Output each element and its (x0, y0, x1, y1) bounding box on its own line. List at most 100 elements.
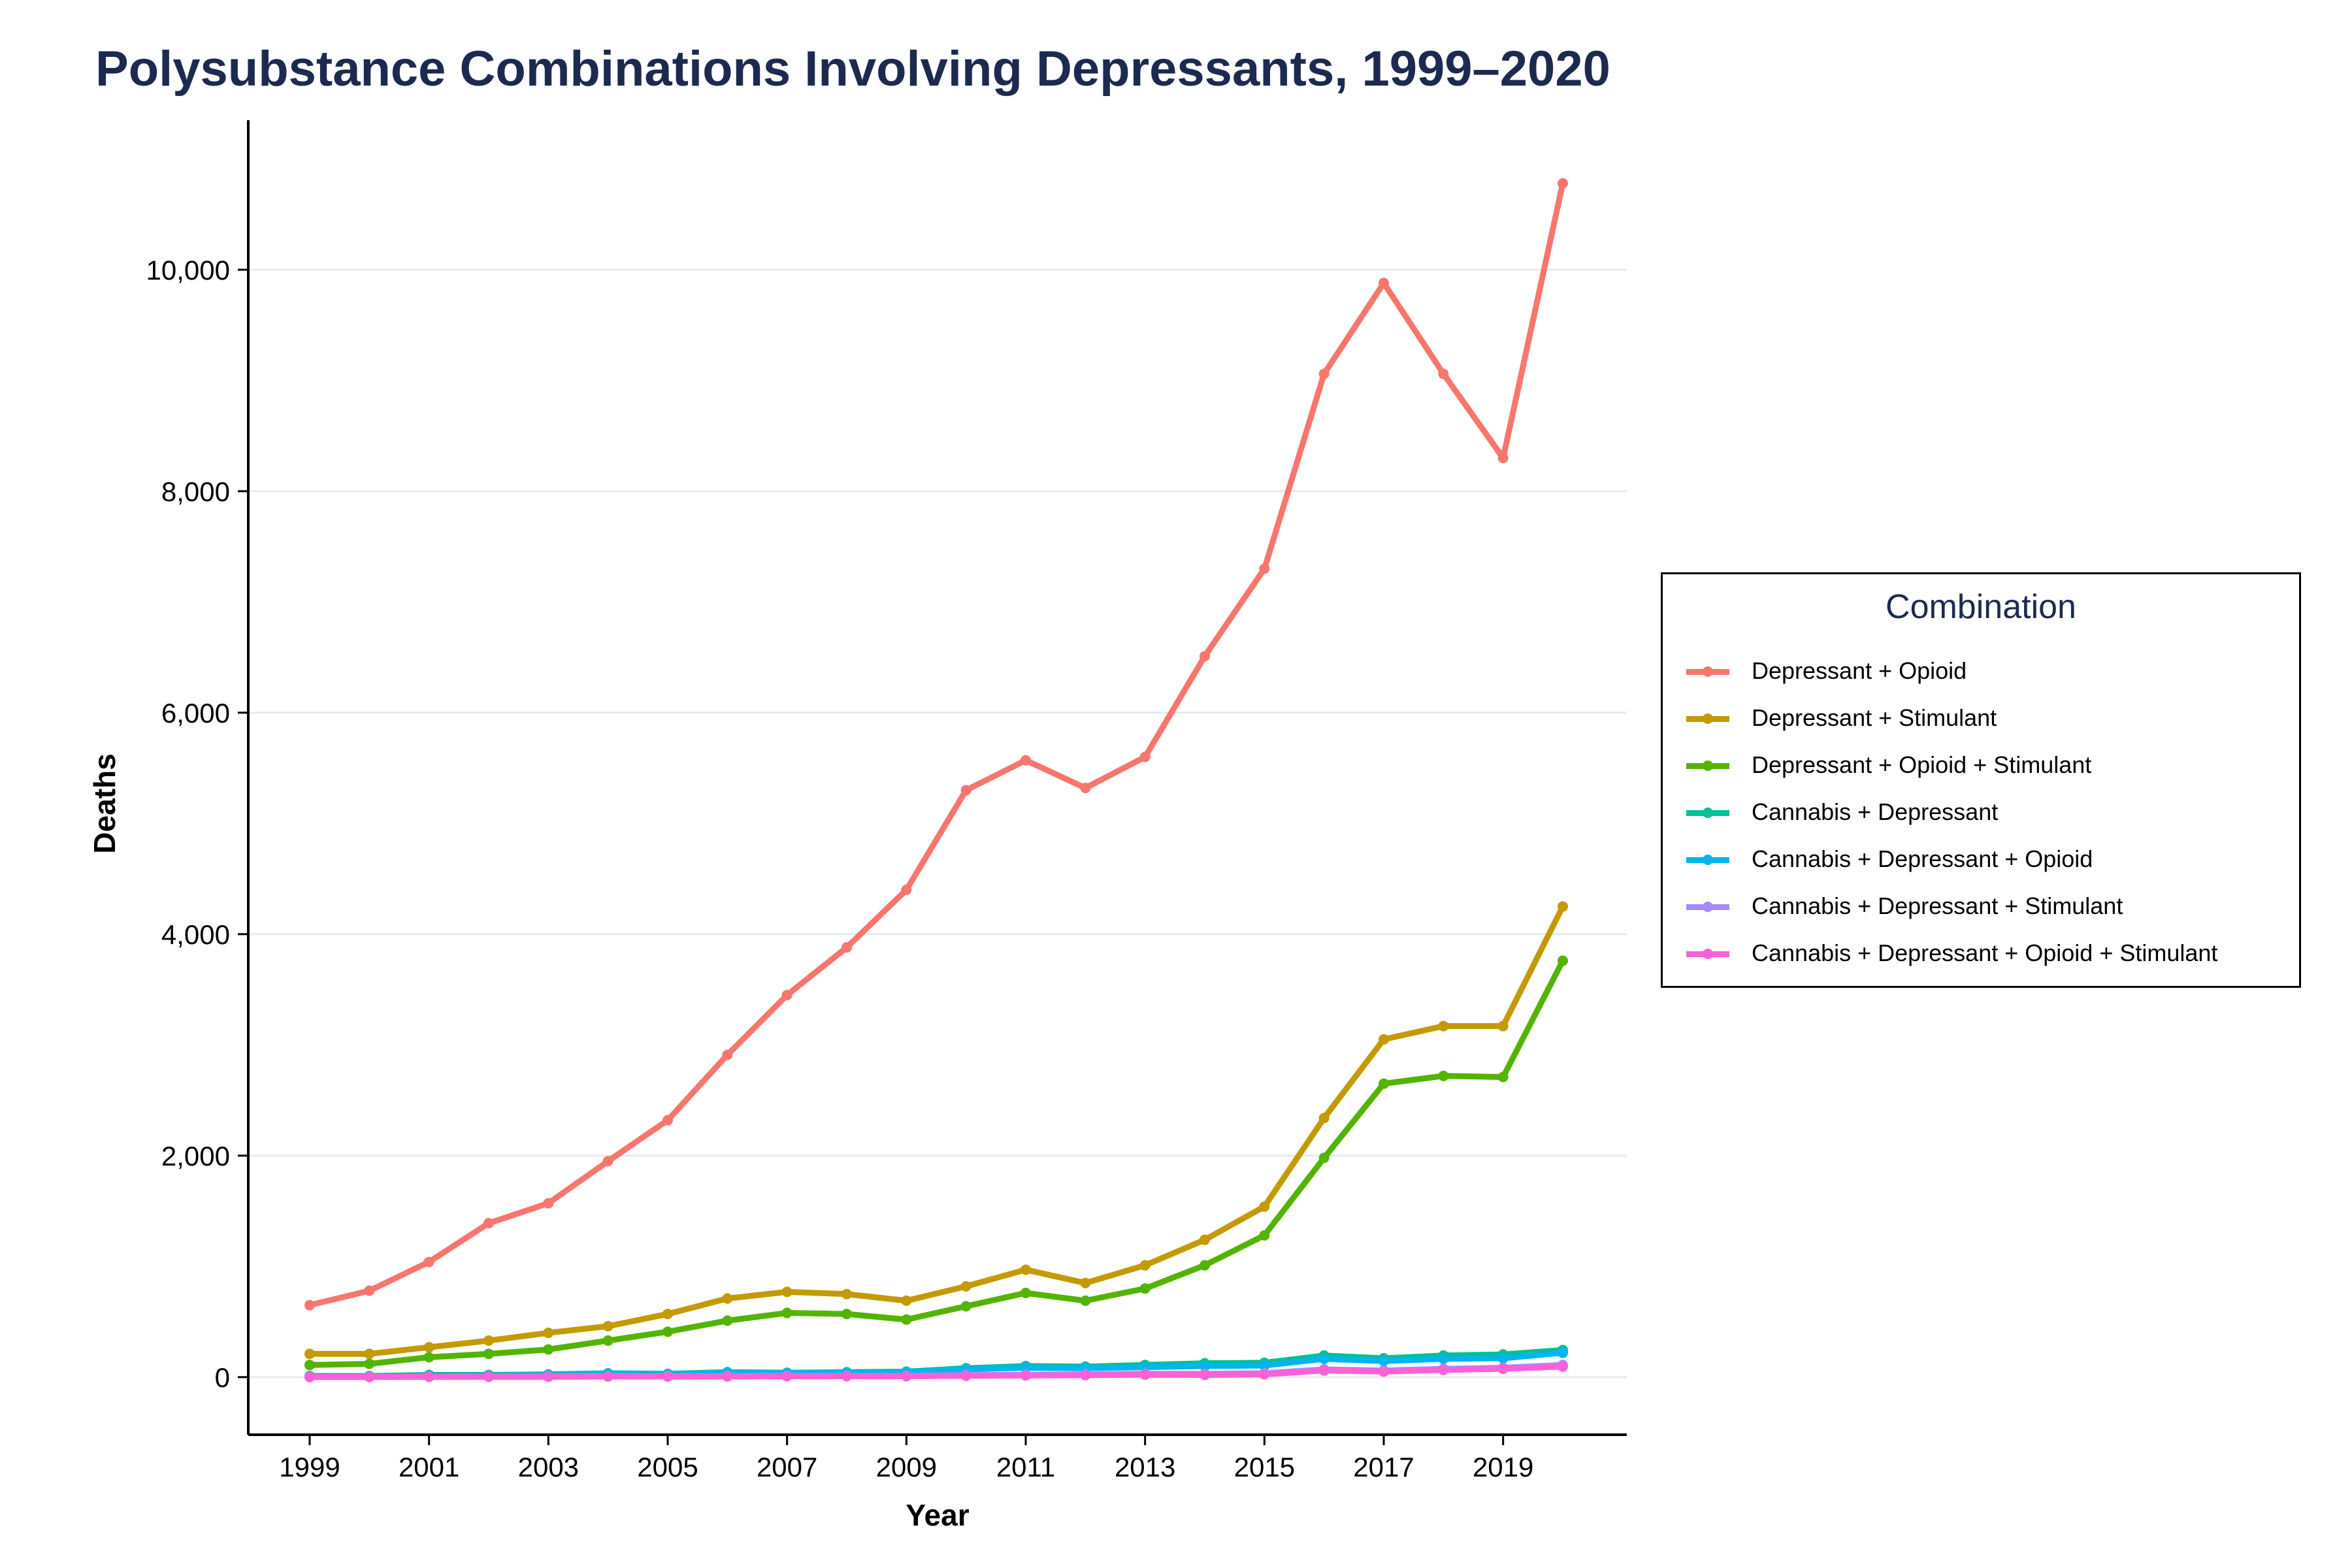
data-point (483, 1335, 494, 1346)
legend-item: Cannabis + Depressant + Opioid (1682, 840, 2093, 879)
data-point (1497, 452, 1509, 463)
data-point (1318, 1152, 1330, 1164)
legend-item: Depressant + Opioid + Stimulant (1682, 745, 2091, 785)
data-point (1438, 368, 1449, 380)
legend-swatch-dot (1703, 760, 1713, 771)
data-point (483, 1371, 494, 1382)
x-tick-label: 2001 (399, 1452, 459, 1482)
data-point (1558, 178, 1568, 189)
data-point (1080, 1277, 1091, 1288)
data-point (364, 1348, 375, 1360)
data-point (1200, 1234, 1210, 1245)
data-point (1021, 1370, 1031, 1381)
data-point (364, 1285, 375, 1296)
legend-swatch-dot (1703, 949, 1713, 959)
data-point (960, 1370, 972, 1381)
data-point (304, 1299, 315, 1311)
legend-label: Cannabis + Depressant + Opioid + Stimula… (1752, 939, 2218, 966)
data-point (662, 1115, 673, 1126)
data-point (901, 1314, 912, 1325)
series-line (306, 903, 1566, 1357)
x-axis-title: Year (906, 1498, 969, 1532)
data-point (1259, 1201, 1270, 1212)
data-point (662, 1326, 673, 1337)
data-point (543, 1328, 554, 1339)
data-point (722, 1293, 733, 1304)
data-point (1200, 1260, 1210, 1271)
y-tick-label: 2,000 (161, 1141, 230, 1171)
x-tick-label: 2003 (518, 1452, 579, 1482)
data-point (602, 1320, 613, 1331)
legend-title: Combination (1886, 588, 2076, 626)
data-point (1200, 1360, 1210, 1371)
data-point (901, 1295, 912, 1306)
data-point (841, 942, 852, 953)
data-point (602, 1371, 613, 1382)
data-point (1200, 1369, 1210, 1380)
series-line (306, 180, 1566, 1309)
legend-swatch (1682, 792, 1733, 832)
data-point (483, 1218, 494, 1229)
gridlines (248, 269, 1627, 1379)
data-point (483, 1348, 494, 1360)
data-point (304, 1348, 315, 1360)
axis-ticks: 0 2,000 4,000 6,000 8,000 10,000 1999 2001 2003 2… (146, 255, 1534, 1482)
legend-label: Cannabis + Depressant (1752, 798, 1999, 825)
data-point (304, 1360, 315, 1371)
legend-item: Depressant + Stimulant (1682, 698, 1997, 738)
data-point (901, 885, 912, 896)
data-point (722, 1049, 733, 1060)
legend-swatch (1682, 934, 1733, 973)
legend: Combination Depressant + Opioid Depressan… (1661, 572, 2301, 988)
y-tick-label: 6,000 (161, 698, 230, 728)
data-point (1558, 1361, 1568, 1372)
legend-label: Depressant + Opioid + Stimulant (1752, 751, 2092, 778)
data-point (1438, 1021, 1449, 1032)
x-tick-label: 2019 (1473, 1452, 1533, 1482)
series-2 (304, 901, 1568, 1360)
data-point (1259, 1360, 1270, 1371)
x-tick-label: 2015 (1234, 1452, 1295, 1482)
data-point (1438, 1070, 1449, 1081)
legend-swatch-dot (1703, 808, 1713, 818)
legend-label: Cannabis + Depressant + Opioid (1752, 845, 2093, 872)
data-point (1139, 1283, 1151, 1294)
data-point (662, 1309, 673, 1320)
data-point (304, 1371, 315, 1382)
data-point (781, 1371, 792, 1382)
x-tick-label: 2017 (1353, 1452, 1414, 1482)
legend-swatch-dot (1703, 855, 1713, 865)
data-point (1558, 1347, 1568, 1358)
data-point (960, 1301, 972, 1312)
y-tick-label: 8,000 (161, 476, 230, 507)
data-point (1318, 1365, 1330, 1376)
data-point (1497, 1071, 1509, 1083)
data-point (602, 1156, 613, 1167)
data-point (781, 1307, 792, 1318)
legend-swatch (1682, 840, 1733, 879)
data-point (1379, 1356, 1389, 1367)
data-point (364, 1371, 375, 1382)
data-point (960, 1281, 972, 1292)
legend-label: Cannabis + Depressant + Stimulant (1752, 892, 2123, 919)
data-point (1497, 1353, 1509, 1364)
data-point (1139, 1260, 1151, 1271)
series-7 (304, 1361, 1568, 1382)
data-point (1259, 1230, 1270, 1241)
data-point (1379, 1034, 1389, 1045)
data-point (1080, 1295, 1091, 1306)
data-point (960, 785, 972, 796)
series-line (306, 1364, 1566, 1380)
data-point (841, 1288, 852, 1299)
x-tick-label: 2005 (637, 1452, 698, 1482)
data-point (1497, 1021, 1509, 1032)
series-1 (304, 178, 1568, 1311)
data-point (1497, 1364, 1509, 1375)
y-tick-label: 10,000 (146, 255, 230, 286)
data-point (722, 1315, 733, 1326)
data-point (1379, 278, 1389, 289)
legend-item: Cannabis + Depressant (1682, 792, 1998, 832)
data-point (1558, 955, 1568, 966)
data-point (841, 1371, 852, 1382)
